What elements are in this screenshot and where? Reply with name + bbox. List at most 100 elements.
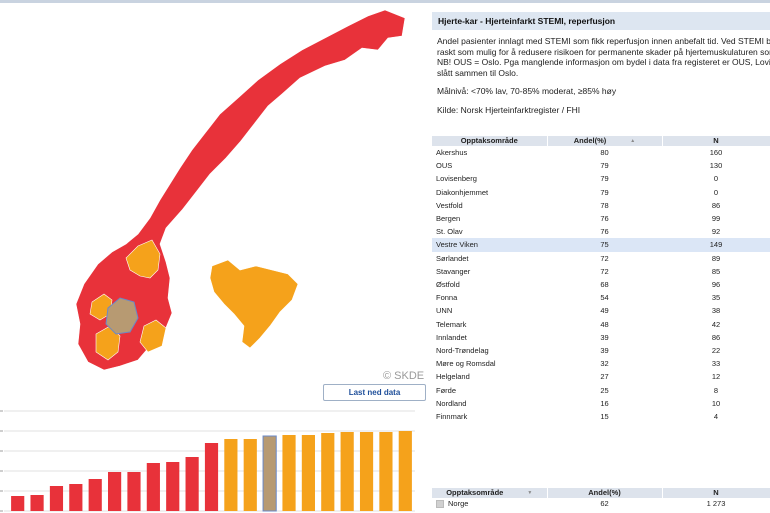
bar-vestre-viken[interactable] — [262, 435, 277, 512]
download-data-button[interactable]: Last ned data — [323, 384, 426, 401]
summary-row[interactable]: Norge 62 1 273 — [432, 498, 770, 510]
area-cell: OUS — [436, 161, 453, 171]
area-cell: Telemark — [436, 319, 467, 329]
area-cell: Nord-Trøndelag — [436, 346, 489, 356]
norway-map[interactable] — [0, 8, 425, 388]
table-body: Akershus 80 160 OUS 79 130 Lovisenberg 79 0 Diako… — [432, 146, 770, 423]
table-row[interactable]: Nordland 16 10 — [432, 397, 770, 410]
bar-chart[interactable] — [0, 402, 425, 513]
bar-akershus[interactable] — [398, 431, 412, 511]
indicator-info: Andel pasienter innlagt med STEMI som fi… — [437, 36, 770, 123]
share-cell: 76 — [600, 227, 609, 237]
table-row[interactable]: Østfold 68 96 — [432, 278, 770, 291]
share-cell: 25 — [600, 385, 609, 395]
table-row[interactable]: Lovisenberg 79 0 — [432, 172, 770, 185]
table-row[interactable]: UNN 49 38 — [432, 304, 770, 317]
count-cell: 0 — [713, 187, 719, 197]
bar-innlandet[interactable] — [127, 472, 141, 511]
share-cell: 39 — [600, 346, 609, 356]
bar-unn[interactable] — [166, 462, 180, 511]
summary-header-area-label: Opptaksområde — [446, 488, 504, 497]
count-cell: 85 — [711, 266, 721, 276]
summary-area-label: Norge — [448, 499, 469, 509]
table-row[interactable]: Vestfold 78 86 — [432, 199, 770, 212]
summary-table: Opptaksområde ▼ Andel(%) N Norge 62 1 273 — [432, 488, 770, 510]
bar-førde[interactable] — [49, 486, 64, 511]
bar-møre-og-romsdal[interactable] — [88, 479, 102, 511]
table-row[interactable]: Vestre Viken 75 149 — [432, 238, 770, 252]
share-cell: 76 — [600, 214, 609, 224]
table-row[interactable]: Førde 25 8 — [432, 384, 770, 397]
bar-stavanger[interactable] — [224, 439, 238, 511]
bar-diakonhjemmet[interactable] — [340, 432, 354, 511]
bar-nordland[interactable] — [30, 495, 44, 511]
table-row[interactable]: Sørlandet 72 89 — [432, 252, 770, 265]
sort-ascending-icon[interactable]: ▲ — [630, 138, 636, 145]
indicator-title: Hjerte-kar - Hjerteinfarkt STEMI, reperf… — [432, 12, 770, 30]
map-region-vestre-viken[interactable] — [105, 297, 139, 335]
column-header-share-label: Andel(%) — [573, 136, 607, 145]
bar-vestfold[interactable] — [321, 433, 335, 511]
count-cell: 89 — [711, 253, 721, 263]
target-levels: Målnivå: <70% lav, 70-85% moderat, ≥85% … — [437, 86, 617, 96]
column-header-n[interactable]: N — [662, 136, 770, 147]
count-cell: 10 — [711, 398, 721, 408]
count-cell: 149 — [662, 238, 770, 252]
table-row[interactable]: Telemark 48 42 — [432, 318, 770, 331]
area-cell: Helgeland — [436, 372, 470, 382]
table-row[interactable]: Møre og Romsdal 32 33 — [432, 357, 770, 370]
share-cell: 27 — [600, 372, 609, 382]
bar-østfold[interactable] — [204, 443, 219, 511]
count-cell: 12 — [711, 372, 721, 382]
map-inset-oslo[interactable] — [209, 259, 299, 349]
table-row[interactable]: OUS 79 130 — [432, 159, 770, 172]
checkbox-icon[interactable] — [436, 500, 444, 509]
bar-nord-trøndelag[interactable] — [108, 472, 122, 511]
table-row[interactable]: Diakonhjemmet 79 0 — [432, 186, 770, 199]
bar-telemark[interactable] — [146, 463, 160, 511]
share-cell: 79 — [600, 187, 609, 197]
table-row[interactable]: Helgeland 27 12 — [432, 370, 770, 383]
bar-ous[interactable] — [379, 432, 393, 511]
bar-lovisenberg[interactable] — [359, 432, 374, 511]
share-cell: 49 — [600, 306, 609, 316]
map-region-ostfold[interactable] — [139, 319, 167, 353]
sort-icon[interactable]: ▼ — [527, 490, 533, 497]
summary-share: 62 — [600, 499, 609, 509]
count-cell: 22 — [711, 346, 721, 356]
area-cell: St. Olav — [436, 227, 463, 237]
area-cell: Finnmark — [436, 412, 468, 422]
bar-helgeland[interactable] — [69, 484, 83, 511]
top-border — [0, 0, 770, 3]
table-row[interactable]: St. Olav 76 92 — [432, 225, 770, 238]
area-cell: Bergen — [436, 214, 461, 224]
share-cell: 72 — [600, 266, 609, 276]
area-cell: Nordland — [436, 398, 467, 408]
share-cell: 80 — [600, 148, 609, 158]
summary-header-share[interactable]: Andel(%) — [547, 488, 663, 499]
count-cell: 86 — [711, 200, 721, 210]
table-row[interactable]: Innlandet 39 86 — [432, 331, 770, 344]
bar-sørlandet[interactable] — [243, 439, 257, 511]
map-region-norway[interactable] — [75, 9, 406, 371]
column-header-area[interactable]: Opptaksområde — [432, 136, 548, 147]
bar-finnmark[interactable] — [11, 496, 25, 511]
table-row[interactable]: Akershus 80 160 — [432, 146, 770, 159]
bar-bergen[interactable] — [301, 435, 315, 511]
table-row[interactable]: Finnmark 15 4 — [432, 410, 770, 423]
table-row[interactable]: Stavanger 72 85 — [432, 265, 770, 278]
bar-st-olav[interactable] — [282, 435, 296, 511]
share-cell: 16 — [600, 398, 609, 408]
table-row[interactable]: Bergen 76 99 — [432, 212, 770, 225]
table-row[interactable]: Nord-Trøndelag 39 22 — [432, 344, 770, 357]
count-cell: 38 — [711, 306, 721, 316]
count-cell: 0 — [713, 174, 719, 184]
data-source: Kilde: Norsk Hjerteinfarktregister / FHI — [437, 104, 581, 115]
bar-fonna[interactable] — [185, 457, 199, 511]
column-header-share[interactable]: Andel(%) ▲ — [547, 136, 663, 147]
map-region-innlandet[interactable] — [125, 239, 161, 279]
count-cell: 33 — [711, 359, 721, 369]
table-row[interactable]: Fonna 54 35 — [432, 291, 770, 304]
summary-header-n[interactable]: N — [662, 488, 770, 499]
summary-header-area[interactable]: Opptaksområde ▼ — [432, 488, 548, 499]
